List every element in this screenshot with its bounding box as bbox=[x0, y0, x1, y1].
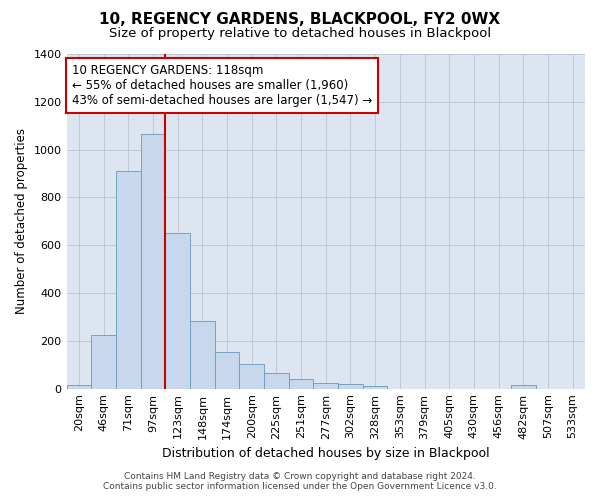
Text: 10, REGENCY GARDENS, BLACKPOOL, FY2 0WX: 10, REGENCY GARDENS, BLACKPOOL, FY2 0WX bbox=[100, 12, 500, 28]
Text: 10 REGENCY GARDENS: 118sqm
← 55% of detached houses are smaller (1,960)
43% of s: 10 REGENCY GARDENS: 118sqm ← 55% of deta… bbox=[72, 64, 372, 107]
Bar bbox=[511, 385, 536, 388]
Bar bbox=[289, 379, 313, 388]
Bar bbox=[67, 385, 91, 388]
X-axis label: Distribution of detached houses by size in Blackpool: Distribution of detached houses by size … bbox=[162, 447, 490, 460]
Bar bbox=[91, 335, 116, 388]
Bar bbox=[264, 373, 289, 388]
Bar bbox=[363, 386, 388, 388]
Text: Size of property relative to detached houses in Blackpool: Size of property relative to detached ho… bbox=[109, 28, 491, 40]
Bar bbox=[239, 364, 264, 388]
Bar bbox=[165, 234, 190, 388]
Bar bbox=[338, 384, 363, 388]
Bar bbox=[116, 171, 140, 388]
Bar bbox=[313, 382, 338, 388]
Y-axis label: Number of detached properties: Number of detached properties bbox=[15, 128, 28, 314]
Text: Contains HM Land Registry data © Crown copyright and database right 2024.
Contai: Contains HM Land Registry data © Crown c… bbox=[103, 472, 497, 491]
Bar bbox=[190, 320, 215, 388]
Bar bbox=[140, 134, 165, 388]
Bar bbox=[215, 352, 239, 389]
